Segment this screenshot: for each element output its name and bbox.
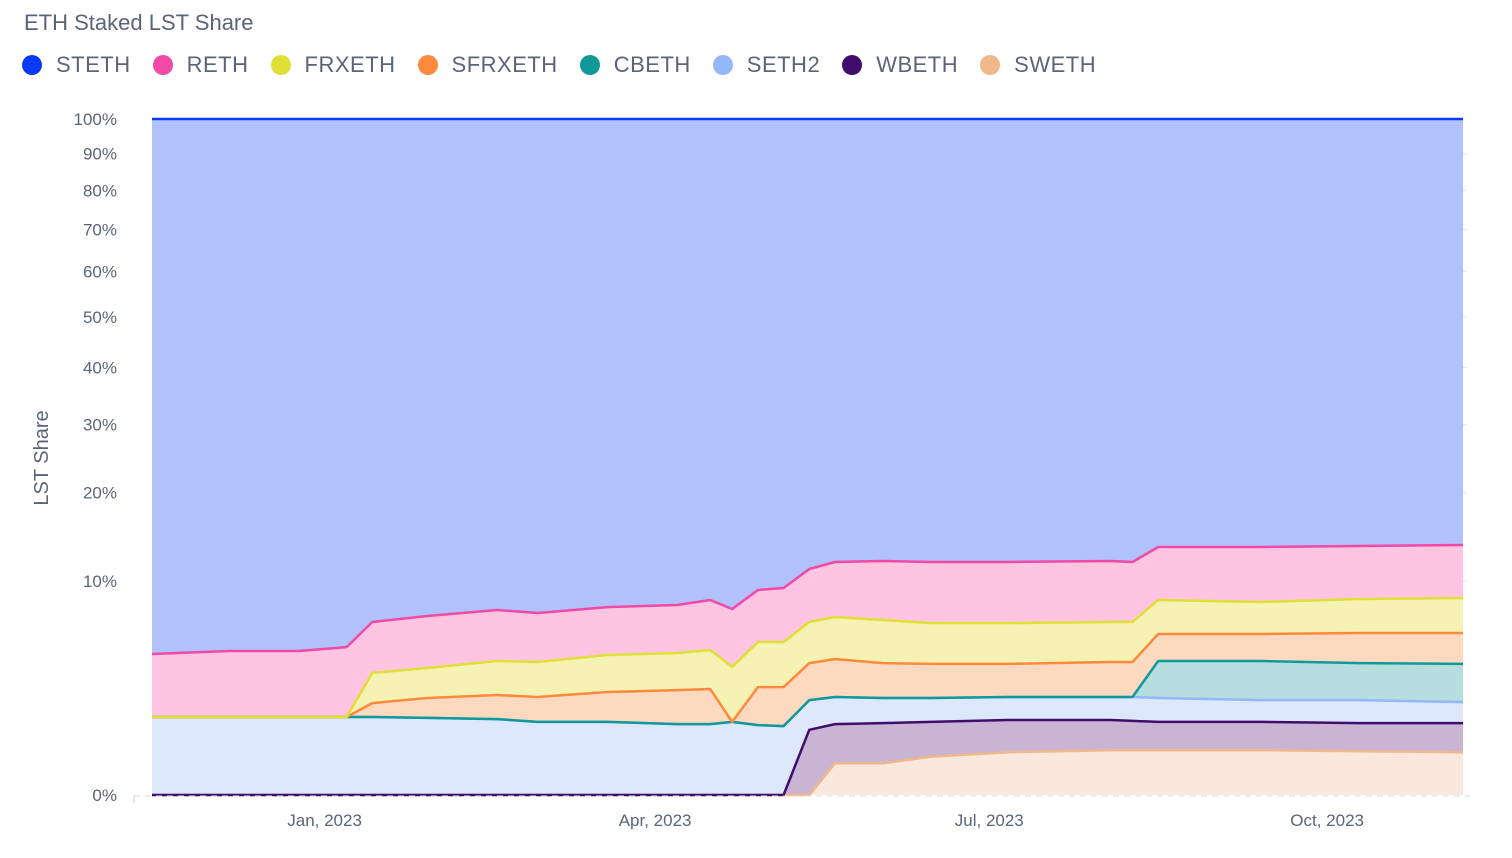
y-tick-label: 100% xyxy=(74,110,117,129)
area-sweth xyxy=(152,750,1463,795)
legend-label: RETH xyxy=(186,52,249,77)
legend-item-cbeth[interactable]: CBETH xyxy=(579,52,691,78)
line-frxeth xyxy=(152,596,1464,719)
legend-label: CBETH xyxy=(613,52,691,77)
line-reth xyxy=(151,543,1464,656)
legend-label: SFRXETH xyxy=(451,52,558,77)
legend-dot-icon xyxy=(22,55,42,75)
area-sfrxeth xyxy=(152,633,1463,727)
legend-dot-icon xyxy=(712,55,733,75)
legend-dot-icon xyxy=(270,55,291,75)
chart-title: ETH Staked LST Share xyxy=(24,10,254,35)
line-sfrxeth xyxy=(152,631,1463,724)
y-tick-label: 80% xyxy=(83,181,117,200)
x-tick-label: Apr, 2023 xyxy=(619,811,692,830)
legend-item-reth[interactable]: RETH xyxy=(152,52,249,78)
y-tick-label: 70% xyxy=(83,220,117,239)
legend-label: FRXETH xyxy=(304,52,396,77)
legend-item-frxeth[interactable]: FRXETH xyxy=(270,52,396,78)
y-axis-label: LST Share xyxy=(31,410,53,505)
y-tick-label: 50% xyxy=(83,308,117,327)
y-tick-label: 60% xyxy=(83,262,117,281)
legend-item-steth[interactable]: STETH xyxy=(22,52,131,78)
legend-dot-icon xyxy=(842,55,863,75)
x-tick-label: Jul, 2023 xyxy=(955,811,1024,830)
line-cbeth xyxy=(152,659,1464,728)
legend-label: WBETH xyxy=(876,52,959,77)
y-tick-label: 90% xyxy=(83,145,117,164)
area-seth2 xyxy=(152,697,1463,795)
legend-dot-icon xyxy=(152,55,173,75)
y-tick-label: 20% xyxy=(83,484,117,503)
legend-label: SWETH xyxy=(1014,52,1097,77)
legend-item-sweth[interactable]: SWETH xyxy=(980,52,1096,78)
legend-item-sfrxeth[interactable]: SFRXETH xyxy=(417,52,558,78)
legend: STETH RETH FRXETH SFRXETH CBETH SETH2 WBETH SWE… xyxy=(22,52,1118,78)
y-tick-label: 10% xyxy=(83,572,117,591)
legend-label: STETH xyxy=(56,52,131,77)
area-reth xyxy=(152,545,1463,717)
area-cbeth xyxy=(152,661,1463,727)
legend-label: SETH2 xyxy=(746,52,821,77)
x-tick-label: Oct, 2023 xyxy=(1290,811,1364,830)
line-wbeth xyxy=(152,718,1463,797)
area-frxeth xyxy=(152,598,1463,722)
area-steth xyxy=(152,119,1463,654)
area-wbeth xyxy=(152,720,1463,795)
y-tick-label: 0% xyxy=(92,786,117,805)
legend-item-seth2[interactable]: SETH2 xyxy=(712,52,821,78)
legend-dot-icon xyxy=(579,55,600,75)
y-tick-label: 30% xyxy=(83,416,117,435)
legend-dot-icon xyxy=(417,55,438,75)
x-tick-label: Jan, 2023 xyxy=(287,811,362,830)
legend-item-wbeth[interactable]: WBETH xyxy=(842,52,958,78)
legend-dot-icon xyxy=(980,55,1001,75)
y-tick-label: 40% xyxy=(83,358,117,377)
